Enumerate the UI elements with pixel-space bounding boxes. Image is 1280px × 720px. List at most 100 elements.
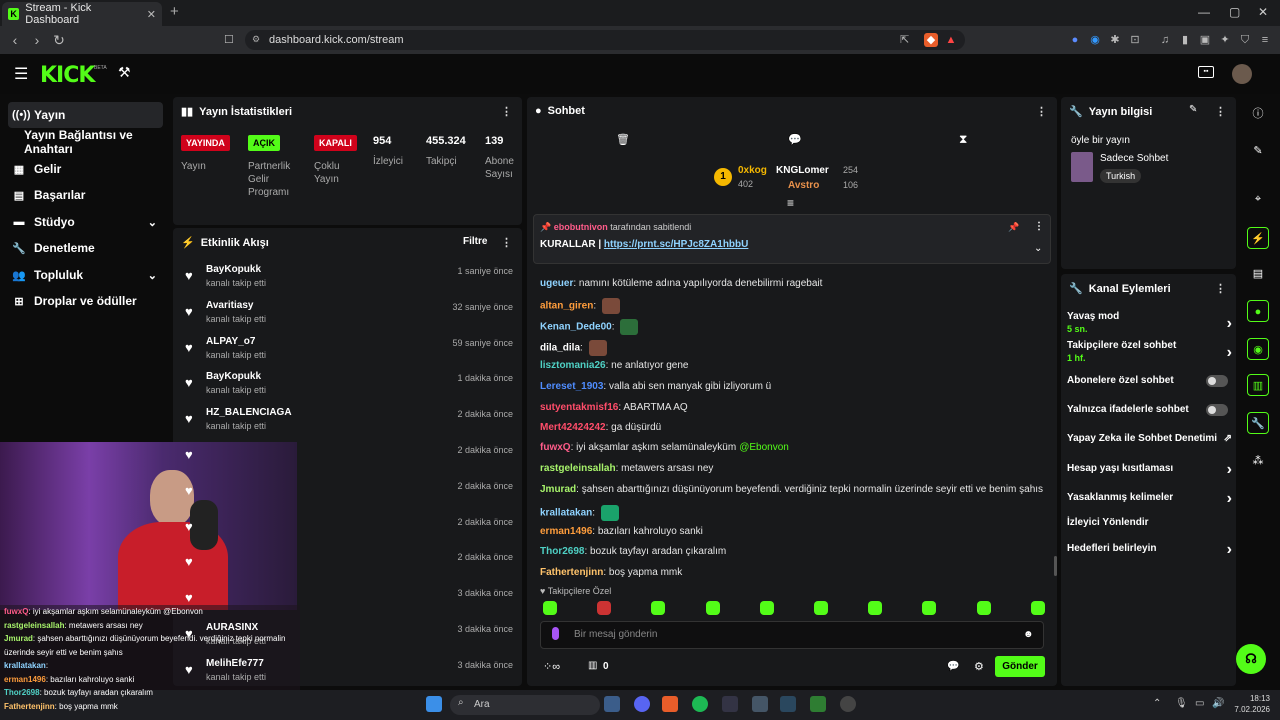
emote-icon[interactable] — [597, 601, 612, 615]
screenshot-icon[interactable]: ⊡ — [1130, 34, 1140, 46]
chat-username[interactable]: rastgeleinsallah — [540, 463, 616, 474]
emote-icon[interactable] — [759, 601, 774, 615]
pinned-link[interactable]: https://prnt.sc/HPJc8ZA1hbbU — [603, 239, 749, 250]
chat-username[interactable]: Fathertenjinn — [540, 567, 604, 578]
emote-icon[interactable] — [651, 601, 666, 615]
chat-username[interactable]: ugeuer — [540, 278, 574, 289]
broadcast-icon[interactable]: ◉ — [1247, 338, 1269, 360]
channel-action-row[interactable]: Yapay Zeka ile Sohbet Denetimi ⇗ — [1067, 433, 1232, 444]
steam-taskbar-icon[interactable] — [780, 696, 796, 712]
chat-username[interactable]: altan_giren — [540, 300, 594, 312]
brave-taskbar-icon[interactable] — [662, 696, 678, 712]
media-icon[interactable]: ♫ — [1160, 34, 1170, 46]
info-menu-icon[interactable]: ⋮ — [1215, 106, 1226, 118]
browser-menu-icon[interactable]: ≡ — [1261, 34, 1269, 46]
sidebar-toggle-icon[interactable]: ▮ — [1181, 34, 1189, 46]
forward-icon[interactable]: › — [34, 32, 40, 48]
chat-username[interactable]: dila_dila — [540, 342, 581, 354]
brave-shield-icon[interactable]: ◆ — [924, 33, 938, 47]
brave-rewards-icon[interactable]: ▲ — [945, 34, 957, 46]
kick-logo[interactable]: KICK — [40, 63, 95, 88]
hourglass-icon[interactable]: ⧗ — [959, 132, 968, 146]
chat-username[interactable]: krallatakan — [540, 507, 593, 519]
channel-action-row[interactable]: Yasaklanmış kelimeler › — [1067, 490, 1232, 507]
wrench-icon[interactable]: 🔧 — [1247, 412, 1269, 434]
channel-action-row[interactable]: İzleyici Yönlendir — [1067, 517, 1232, 528]
chat-username[interactable]: Jmurad — [540, 484, 577, 495]
microphone-icon[interactable] — [552, 627, 559, 640]
channel-action-row[interactable]: Hedefleri belirleyin › — [1067, 541, 1232, 558]
sidebar-item-gelir[interactable]: ▦ Gelir — [13, 162, 62, 176]
sidebar-item-yayin[interactable]: ((•)) Yayın — [8, 102, 163, 128]
chat-username[interactable]: lisztomania26 — [540, 360, 606, 371]
channel-action-row[interactable]: Abonelere özel sohbet — [1067, 375, 1232, 387]
group-icon[interactable]: ⁂ — [1252, 455, 1264, 467]
emoji-icon[interactable]: ☻ — [1023, 629, 1034, 640]
xbox-taskbar-icon[interactable] — [810, 696, 826, 712]
unpin-icon[interactable]: 📌 — [1008, 222, 1020, 232]
chat-mention[interactable]: @Ebonvon — [739, 442, 789, 453]
activity-username[interactable]: AURASINX — [206, 622, 259, 633]
chat-bubble-icon[interactable]: 💬 — [788, 134, 802, 146]
minimize-icon[interactable]: — — [1198, 5, 1210, 19]
user-avatar[interactable] — [1232, 64, 1252, 84]
trash-icon[interactable]: 🗑 — [616, 134, 630, 146]
tray-chevron-icon[interactable]: ⌃ — [1153, 698, 1162, 709]
url-input[interactable]: dashboard.kick.com/stream — [245, 30, 965, 50]
activity-menu-icon[interactable]: ⋮ — [501, 237, 512, 249]
wallet-icon[interactable]: ▣ — [1199, 34, 1211, 46]
reload-icon[interactable]: ↻ — [53, 31, 65, 48]
close-tab-icon[interactable]: ✕ — [146, 8, 156, 21]
emote-icon[interactable] — [868, 601, 883, 615]
close-window-icon[interactable]: ✕ — [1258, 5, 1269, 19]
steam-taskbar-icon[interactable] — [604, 696, 620, 712]
extension-icon[interactable]: ◉ — [1090, 34, 1100, 46]
windows-start-icon[interactable] — [426, 696, 442, 712]
activity-username[interactable]: BayKopukk — [206, 371, 262, 383]
emote-icon[interactable] — [814, 601, 828, 615]
stream-preview-icon[interactable]: ▪▪ — [1198, 66, 1214, 78]
channel-action-row[interactable]: Takipçilere özel sohbet 1 hf. › — [1067, 340, 1232, 363]
bookmark-icon[interactable]: ☐ — [224, 34, 234, 46]
chat-menu-icon[interactable]: ⋮ — [1036, 106, 1047, 118]
new-tab-icon[interactable]: + — [170, 3, 179, 20]
activity-username[interactable]: MelihEfe777 — [206, 657, 264, 669]
support-headset-icon[interactable]: ☊ — [1236, 644, 1266, 674]
emote-icon[interactable] — [543, 601, 557, 615]
sidebar-item-denetleme[interactable]: 🔧 Denetleme — [12, 241, 95, 255]
tray-network-icon[interactable]: ▭ — [1195, 698, 1205, 709]
toggle-switch[interactable] — [1206, 375, 1228, 387]
share-icon[interactable]: ⇱ — [900, 34, 910, 46]
obs-taskbar-icon[interactable] — [840, 696, 856, 712]
tools-icon[interactable]: ⚒ — [118, 64, 131, 80]
pinned-message[interactable] — [533, 214, 1051, 264]
spotify-taskbar-icon[interactable] — [692, 696, 708, 712]
focus-icon[interactable]: ⌖ — [1254, 193, 1262, 205]
discord-taskbar-icon[interactable] — [634, 696, 650, 712]
pinned-menu-icon[interactable]: ⋮ — [1034, 221, 1044, 232]
chat-username[interactable]: Kenan_Dede00 — [540, 321, 612, 333]
stats-menu-icon[interactable]: ⋮ — [501, 106, 512, 118]
chat-username[interactable]: Mert42424242 — [540, 422, 606, 433]
emote-icon[interactable] — [705, 601, 720, 615]
sidebar-item-droplar[interactable]: ⊞ Droplar ve ödüller — [8, 288, 163, 314]
channel-points-icon[interactable]: ⁘∞ — [543, 661, 561, 673]
chat-bubble-icon[interactable]: ● — [1247, 300, 1269, 322]
edit-pencil-icon[interactable]: ✎ — [1189, 104, 1198, 115]
sidebar-item-basarilar[interactable]: ▤ Başarılar — [13, 188, 86, 202]
browser-tab[interactable]: K Stream - Kick Dashboard ✕ — [2, 2, 162, 26]
edit-pencil-icon[interactable]: ✎ — [1253, 145, 1263, 157]
emote-icon[interactable] — [976, 601, 991, 615]
extension-vpn-icon[interactable]: ● — [1071, 34, 1079, 46]
filter-button[interactable]: Filtre — [463, 236, 488, 247]
chat-scrollbar[interactable] — [1054, 556, 1057, 576]
document-icon[interactable]: ▤ — [1252, 268, 1264, 280]
expand-leaders-icon[interactable]: ≡ — [787, 196, 795, 210]
activity-username[interactable]: HZ_BALENCIAGA — [206, 407, 292, 419]
app-taskbar-icon[interactable] — [752, 696, 768, 712]
chat-input[interactable]: Bir mesaj gönderin — [540, 621, 1044, 649]
sidebar-item-stream-key[interactable]: Yayın Bağlantısı ve Anahtarı — [24, 128, 133, 156]
sidebar-item-studyo[interactable]: ▬ Stüdyo ⌄ — [13, 215, 158, 229]
send-button[interactable]: Gönder — [995, 656, 1045, 677]
chevron-down-icon[interactable]: ⌄ — [1034, 243, 1043, 254]
